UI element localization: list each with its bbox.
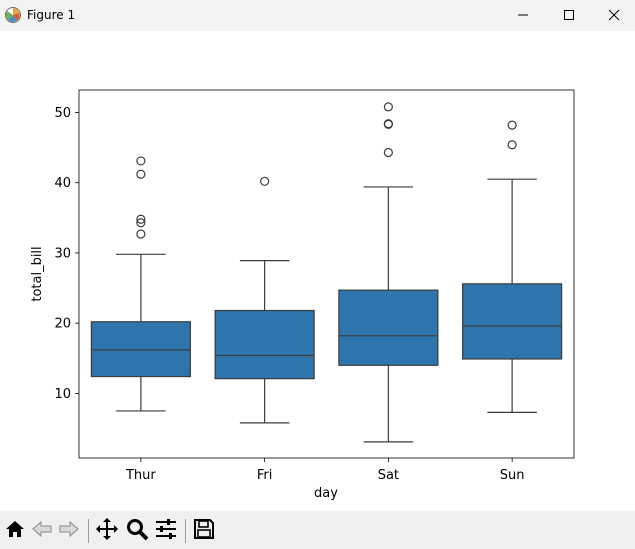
outlier-point bbox=[507, 120, 517, 130]
configure-subplots-button[interactable] bbox=[154, 519, 178, 543]
iqr-box bbox=[338, 289, 439, 366]
x-tick-label: Sun bbox=[500, 468, 525, 483]
forward-icon bbox=[58, 518, 80, 544]
home-button[interactable] bbox=[3, 519, 27, 543]
outlier-point bbox=[260, 176, 270, 186]
configure-subplots-icon bbox=[154, 517, 178, 545]
y-ticks-layer: 10 20 30 40 50 bbox=[54, 106, 79, 402]
y-tick-label: 40 bbox=[54, 176, 71, 191]
save-button[interactable] bbox=[192, 519, 216, 543]
window-title: Figure 1 bbox=[27, 8, 76, 22]
y-tick-label: 50 bbox=[54, 106, 71, 121]
x-ticks-layer: Thur Fri Sat Sun bbox=[125, 458, 525, 483]
maximize-icon bbox=[563, 6, 575, 25]
window-titlebar: Figure 1 bbox=[0, 0, 635, 31]
x-tick-label: Sat bbox=[378, 468, 399, 483]
iqr-box bbox=[90, 321, 191, 378]
box-sun bbox=[462, 120, 563, 413]
outlier-point bbox=[136, 229, 146, 239]
boxes-layer bbox=[90, 102, 563, 443]
toolbar-separator bbox=[185, 519, 186, 543]
iqr-box bbox=[214, 309, 315, 380]
outlier-point bbox=[136, 169, 146, 179]
outlier-point bbox=[136, 218, 146, 228]
x-tick-label: Thur bbox=[125, 468, 156, 483]
pan-icon bbox=[95, 517, 119, 545]
home-icon bbox=[4, 518, 26, 544]
iqr-box bbox=[462, 283, 563, 360]
matplotlib-app-icon bbox=[4, 6, 22, 24]
y-tick-label: 10 bbox=[54, 387, 71, 402]
axes-frame bbox=[78, 89, 575, 459]
save-icon bbox=[193, 518, 215, 544]
forward-button[interactable] bbox=[57, 519, 81, 543]
toolbar-separator bbox=[88, 519, 89, 543]
y-axis-label: total_bill bbox=[30, 246, 45, 301]
back-button[interactable] bbox=[30, 519, 54, 543]
outlier-point bbox=[507, 140, 517, 150]
navigation-toolbar bbox=[0, 511, 635, 549]
close-icon bbox=[608, 6, 620, 25]
pan-button[interactable] bbox=[95, 517, 119, 545]
outlier-point bbox=[136, 156, 146, 166]
outlier-point bbox=[383, 147, 393, 158]
box-plot-chart: 10 20 30 40 50 Thur Fri Sat Sun day total_bill bbox=[30, 89, 575, 501]
box-fri bbox=[214, 176, 315, 424]
box-sat bbox=[338, 102, 439, 443]
y-tick-label: 20 bbox=[54, 317, 71, 332]
close-button[interactable] bbox=[591, 0, 635, 31]
outlier-point bbox=[136, 214, 146, 224]
minimize-icon bbox=[517, 6, 529, 25]
x-tick-label: Fri bbox=[257, 468, 273, 483]
box-thur bbox=[90, 156, 191, 412]
y-tick-label: 30 bbox=[54, 246, 71, 261]
zoom-button[interactable] bbox=[125, 519, 149, 543]
back-icon bbox=[31, 518, 53, 544]
minimize-button[interactable] bbox=[500, 0, 546, 31]
zoom-icon bbox=[125, 517, 149, 545]
maximize-button[interactable] bbox=[546, 0, 592, 31]
x-axis-label: day bbox=[314, 486, 338, 501]
outlier-point bbox=[383, 119, 393, 129]
outlier-point bbox=[383, 102, 393, 112]
figure-canvas[interactable]: 10 20 30 40 50 Thur Fri Sat Sun day total_bill bbox=[0, 31, 635, 511]
